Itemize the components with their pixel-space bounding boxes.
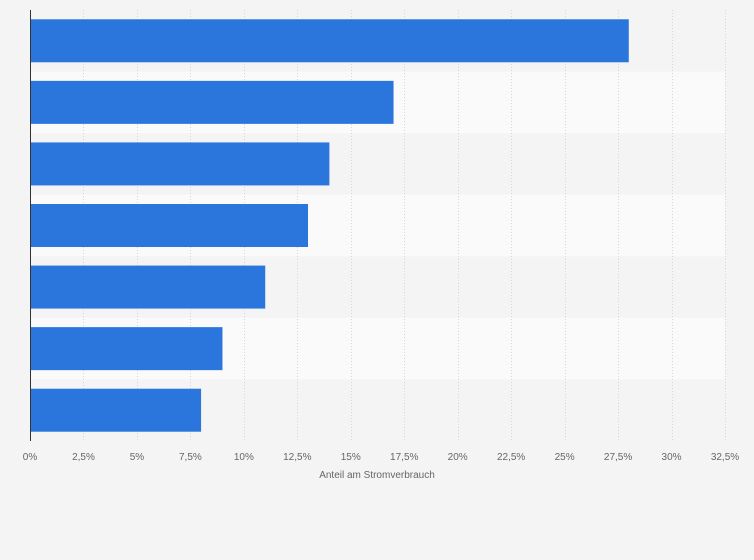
bar[interactable] (30, 19, 629, 63)
x-tick-label: 15% (341, 452, 361, 463)
bar[interactable] (30, 142, 330, 186)
x-tick-label: 17,5% (390, 452, 418, 463)
x-tick-label: 10% (234, 452, 254, 463)
x-tick-label: 2,5% (72, 452, 95, 463)
bar[interactable] (30, 265, 266, 309)
x-tick-label: 7,5% (179, 452, 202, 463)
x-tick-label: 27,5% (604, 452, 632, 463)
bar[interactable] (30, 327, 223, 371)
x-tick-label: 32,5% (711, 452, 739, 463)
bar[interactable] (30, 80, 394, 124)
x-tick-labels: 0% 2,5% 5% 7,5% 10% 12,5% 15% 17,5% 20% 22,5% 25% 2… (23, 452, 740, 463)
x-tick-label: 5% (130, 452, 145, 463)
bars (30, 19, 629, 432)
x-tick-label: 25% (555, 452, 575, 463)
bar[interactable] (30, 204, 308, 247)
x-tick-label: 20% (448, 452, 468, 463)
x-tick-label: 0% (23, 452, 38, 463)
x-tick-label: 12,5% (283, 452, 311, 463)
x-tick-label: 30% (662, 452, 682, 463)
x-axis-title: Anteil am Stromverbrauch (319, 470, 435, 481)
x-tick-label: 22,5% (497, 452, 525, 463)
bar[interactable] (30, 388, 202, 432)
